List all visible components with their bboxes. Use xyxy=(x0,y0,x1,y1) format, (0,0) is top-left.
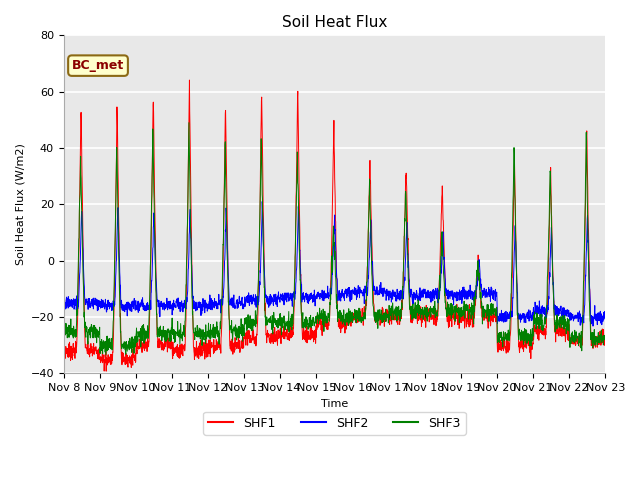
SHF3 xyxy=(569,336,577,342)
SHF3 xyxy=(185,120,193,126)
SHF2 xyxy=(350,288,358,294)
Line: SHF1: SHF1 xyxy=(64,80,605,371)
SHF2 xyxy=(589,323,597,329)
SHF2 xyxy=(60,304,68,310)
Line: SHF3: SHF3 xyxy=(64,123,605,355)
SHF1 xyxy=(102,368,110,374)
SHF3 xyxy=(211,335,219,341)
SHF1 xyxy=(602,337,609,343)
SHF2 xyxy=(554,306,561,312)
SHF3 xyxy=(492,310,500,316)
Y-axis label: Soil Heat Flux (W/m2): Soil Heat Flux (W/m2) xyxy=(15,144,25,265)
X-axis label: Time: Time xyxy=(321,398,348,408)
SHF2 xyxy=(211,303,219,309)
SHF2 xyxy=(492,293,500,299)
SHF1 xyxy=(492,314,500,320)
SHF2 xyxy=(602,313,609,319)
SHF1 xyxy=(60,341,68,347)
SHF1 xyxy=(569,341,577,347)
SHF1 xyxy=(554,324,562,329)
SHF3 xyxy=(554,323,562,329)
SHF3 xyxy=(602,337,609,343)
Text: BC_met: BC_met xyxy=(72,59,124,72)
Line: SHF2: SHF2 xyxy=(64,202,605,326)
SHF2 xyxy=(259,199,266,204)
SHF2 xyxy=(362,290,370,296)
Legend: SHF1, SHF2, SHF3: SHF1, SHF2, SHF3 xyxy=(204,412,466,435)
SHF1 xyxy=(211,343,219,348)
SHF2 xyxy=(569,312,577,317)
SHF1 xyxy=(186,77,193,83)
SHF1 xyxy=(362,303,370,309)
SHF3 xyxy=(362,298,370,303)
SHF3 xyxy=(102,352,109,358)
SHF1 xyxy=(351,312,358,318)
SHF3 xyxy=(60,334,68,340)
SHF3 xyxy=(351,312,358,318)
Title: Soil Heat Flux: Soil Heat Flux xyxy=(282,15,387,30)
